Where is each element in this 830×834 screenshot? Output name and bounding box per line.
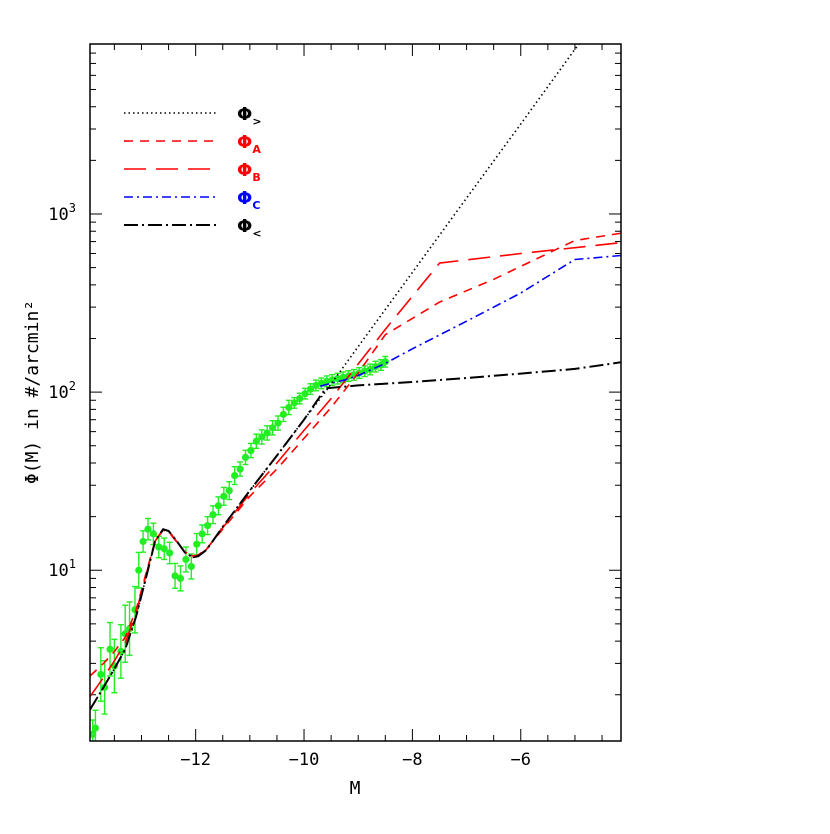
series-line-phi-c [320,254,621,387]
data-point [135,566,143,574]
data-point [220,492,228,500]
y-tick-label: 103 [48,201,76,225]
data-point [166,549,174,557]
data-point [306,385,315,393]
series-line-phi-greater [90,44,581,711]
plot-area [90,44,621,741]
y-axis-label: Φ(M) in #/arcmin² [22,300,43,484]
data-point [236,465,244,473]
data-point [171,572,179,580]
data-point [279,410,288,418]
legend-label-phi-less: Φ< [237,216,262,240]
data-point [285,403,293,412]
legend: Φ> ΦA ΦB ΦC Φ< [124,104,262,240]
data-point [121,630,129,638]
data-point [193,540,201,548]
data-point [187,562,195,571]
data-point [381,358,389,366]
data-point [258,433,266,441]
legend-label-phi-c: ΦC [237,188,260,212]
data-point [371,363,380,371]
data-point [182,555,190,564]
data-point [149,530,157,538]
series-line-phi-less [90,361,621,711]
data-point [252,437,260,445]
data-point [97,670,105,679]
data-point [91,724,100,732]
data-point [296,394,304,403]
tick-labels: −12 −10 −8 −6 101 102 103 [48,201,531,770]
data-point [155,543,163,551]
data-point [209,511,217,519]
data-point [231,471,239,480]
data-point [312,381,320,390]
x-tick-label: −8 [402,750,422,770]
data-point [301,390,309,398]
series-line-phi-b [90,241,621,698]
y-tick-label: 102 [48,379,76,403]
data-point [176,574,185,582]
series-lines [90,44,621,711]
x-tick-label: −10 [289,750,320,770]
x-axis-label: M [350,778,361,799]
data-point [268,424,277,432]
data-point [106,645,114,653]
data-point [225,486,233,495]
series-line-phi-a [90,232,621,677]
data-point [323,377,331,385]
legend-label-phi-greater: Φ> [237,104,262,128]
data-point [160,545,168,553]
x-tick-label: −6 [511,750,531,770]
data-point [290,399,298,407]
y-tick-label: 101 [48,557,76,581]
data-point [241,453,250,462]
data-point [198,530,206,538]
data-point [139,537,147,546]
data-point [274,419,282,427]
data-point [263,429,271,437]
data-point [247,446,255,455]
plot-frame [89,43,622,742]
legend-label-phi-a: ΦA [237,132,261,156]
data-point [203,522,212,530]
axis-ticks [90,43,621,741]
legend-label-phi-b: ΦB [237,160,261,184]
data-points [90,355,389,741]
data-point [144,525,152,533]
x-tick-label: −12 [180,750,211,770]
data-point [214,502,223,510]
